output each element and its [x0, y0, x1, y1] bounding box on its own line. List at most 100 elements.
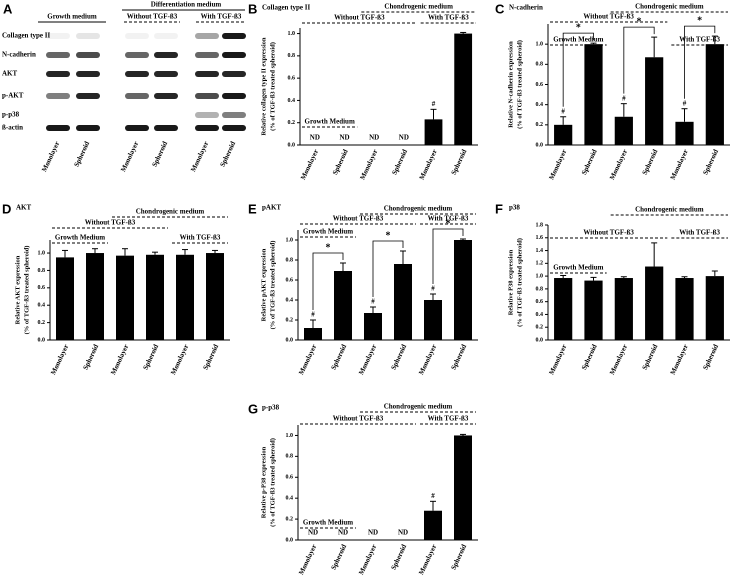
x-tick-label: Monolayer	[417, 343, 438, 376]
group-label: Chondrogenic medium	[635, 3, 704, 11]
bracket	[562, 32, 594, 107]
bar	[364, 313, 382, 340]
bar	[554, 124, 573, 145]
y-tick-label: 0.4	[288, 98, 296, 104]
x-tick-label: Spheroid	[82, 343, 101, 371]
blot-band	[222, 93, 246, 99]
group-label: With TGF-ß3	[679, 36, 720, 44]
bar	[424, 510, 442, 540]
x-tick-label: Monolayer	[417, 543, 438, 576]
y-axis-label: Relative p-P38 expression	[260, 446, 267, 518]
bracket	[372, 240, 404, 297]
pair-note: *	[697, 15, 702, 26]
blot-band	[125, 125, 149, 131]
y-tick-label: 0.2	[38, 320, 46, 326]
group-label: With TGF-ß3	[679, 229, 720, 237]
group-label: Chondrogenic medium	[384, 403, 453, 411]
group-label: Without TGF-ß3	[583, 13, 634, 21]
y-tick-label: 0.6	[286, 277, 294, 283]
blot-band	[46, 71, 70, 77]
chart-title: pAKT	[262, 204, 281, 212]
y-tick-label: 0.6	[536, 82, 544, 88]
lane-label: Monolayer	[119, 140, 140, 173]
bar	[86, 253, 104, 340]
bar	[394, 264, 412, 340]
x-tick-label: Spheroid	[390, 343, 409, 371]
y-tick-label: 0.6	[536, 299, 544, 305]
blot-row-label: AKT	[2, 70, 18, 78]
x-tick-label: Monolayer	[608, 148, 629, 181]
group-label: With TGF-ß3	[428, 415, 469, 423]
y-tick-label: 0.2	[536, 325, 544, 331]
group-label: Growth Medium	[553, 264, 603, 272]
x-tick-label: Spheroid	[202, 343, 221, 371]
y-tick-label: 1.8	[536, 222, 544, 228]
y-axis-label: Relative N-cadherin expression	[507, 41, 514, 128]
y-axis-label: (% of TGF-ß3 treated spheroid)	[269, 42, 276, 131]
x-tick-label: Monolayer	[49, 343, 70, 376]
pair-note: *	[637, 16, 642, 27]
x-tick-label: Monolayer	[299, 148, 320, 181]
panel-letter: D	[2, 201, 11, 216]
x-tick-label: Monolayer	[357, 343, 378, 376]
blot-band	[222, 125, 246, 131]
x-tick-label: Spheroid	[330, 343, 349, 371]
y-tick-label: 0.8	[38, 268, 46, 274]
y-tick-label: 0.4	[286, 496, 294, 502]
y-tick-label: 1.0	[38, 250, 46, 256]
group-label: Chondrogenic medium	[384, 205, 453, 213]
x-tick-label: Monolayer	[669, 343, 690, 376]
blot-band	[46, 93, 70, 99]
x-tick-label: Spheroid	[330, 543, 349, 571]
y-axis-label: Relative pAKT expression	[260, 248, 267, 321]
blot-band	[46, 33, 70, 39]
blot-band	[46, 125, 70, 131]
bar-note: ND	[338, 529, 348, 537]
bar	[424, 119, 443, 145]
y-tick-label: 0.0	[288, 142, 296, 148]
bar-note: ND	[310, 134, 320, 142]
y-tick-label: 0.2	[288, 120, 296, 126]
pair-note: *	[386, 230, 391, 241]
chart-title: p-p38	[262, 404, 280, 412]
bar	[206, 253, 224, 340]
group-label: Without TGF-ß3	[583, 229, 634, 237]
blot-band	[46, 52, 70, 58]
bar-note: ND	[369, 134, 379, 142]
bar-note: ND	[339, 134, 349, 142]
y-axis-label: Relative AKT expression	[14, 255, 21, 324]
chart-title: N-cadherin	[509, 4, 543, 12]
blot-band	[154, 71, 178, 77]
bar	[116, 255, 134, 340]
group-label: Growth Medium	[553, 36, 603, 44]
y-tick-label: 1.4	[536, 248, 544, 254]
blot-row-label: p-p38	[2, 111, 20, 119]
x-tick-label: Monolayer	[109, 343, 130, 376]
y-axis-label: Relative collagen type II expression	[260, 37, 267, 135]
y-tick-label: 0.4	[536, 312, 544, 318]
bar-note: ND	[368, 529, 378, 537]
blot-header: Differentiation medium	[151, 1, 222, 9]
bar	[56, 257, 74, 340]
y-tick-label: 0.0	[536, 142, 544, 148]
panel-letter: B	[248, 1, 257, 16]
y-tick-label: 0.8	[286, 257, 294, 263]
group-label: Without TGF-ß3	[333, 215, 384, 223]
bar-note: #	[622, 94, 626, 102]
bar	[334, 271, 352, 340]
x-tick-label: Spheroid	[450, 343, 469, 371]
blot-band	[195, 125, 219, 131]
x-tick-label: Spheroid	[331, 148, 350, 176]
group-label: With TGF-ß3	[180, 234, 221, 242]
x-tick-label: Spheroid	[142, 343, 161, 371]
blot-band	[76, 52, 100, 58]
x-tick-label: Spheroid	[641, 343, 660, 371]
blot-band	[222, 33, 246, 39]
y-tick-label: 0.6	[288, 76, 296, 82]
bar-note: ND	[398, 529, 408, 537]
group-label: Growth Medium	[55, 234, 105, 242]
blot-row-label: ß-actin	[2, 124, 23, 132]
bar-note: #	[311, 311, 315, 319]
group-label: With TGF-ß3	[428, 14, 469, 22]
